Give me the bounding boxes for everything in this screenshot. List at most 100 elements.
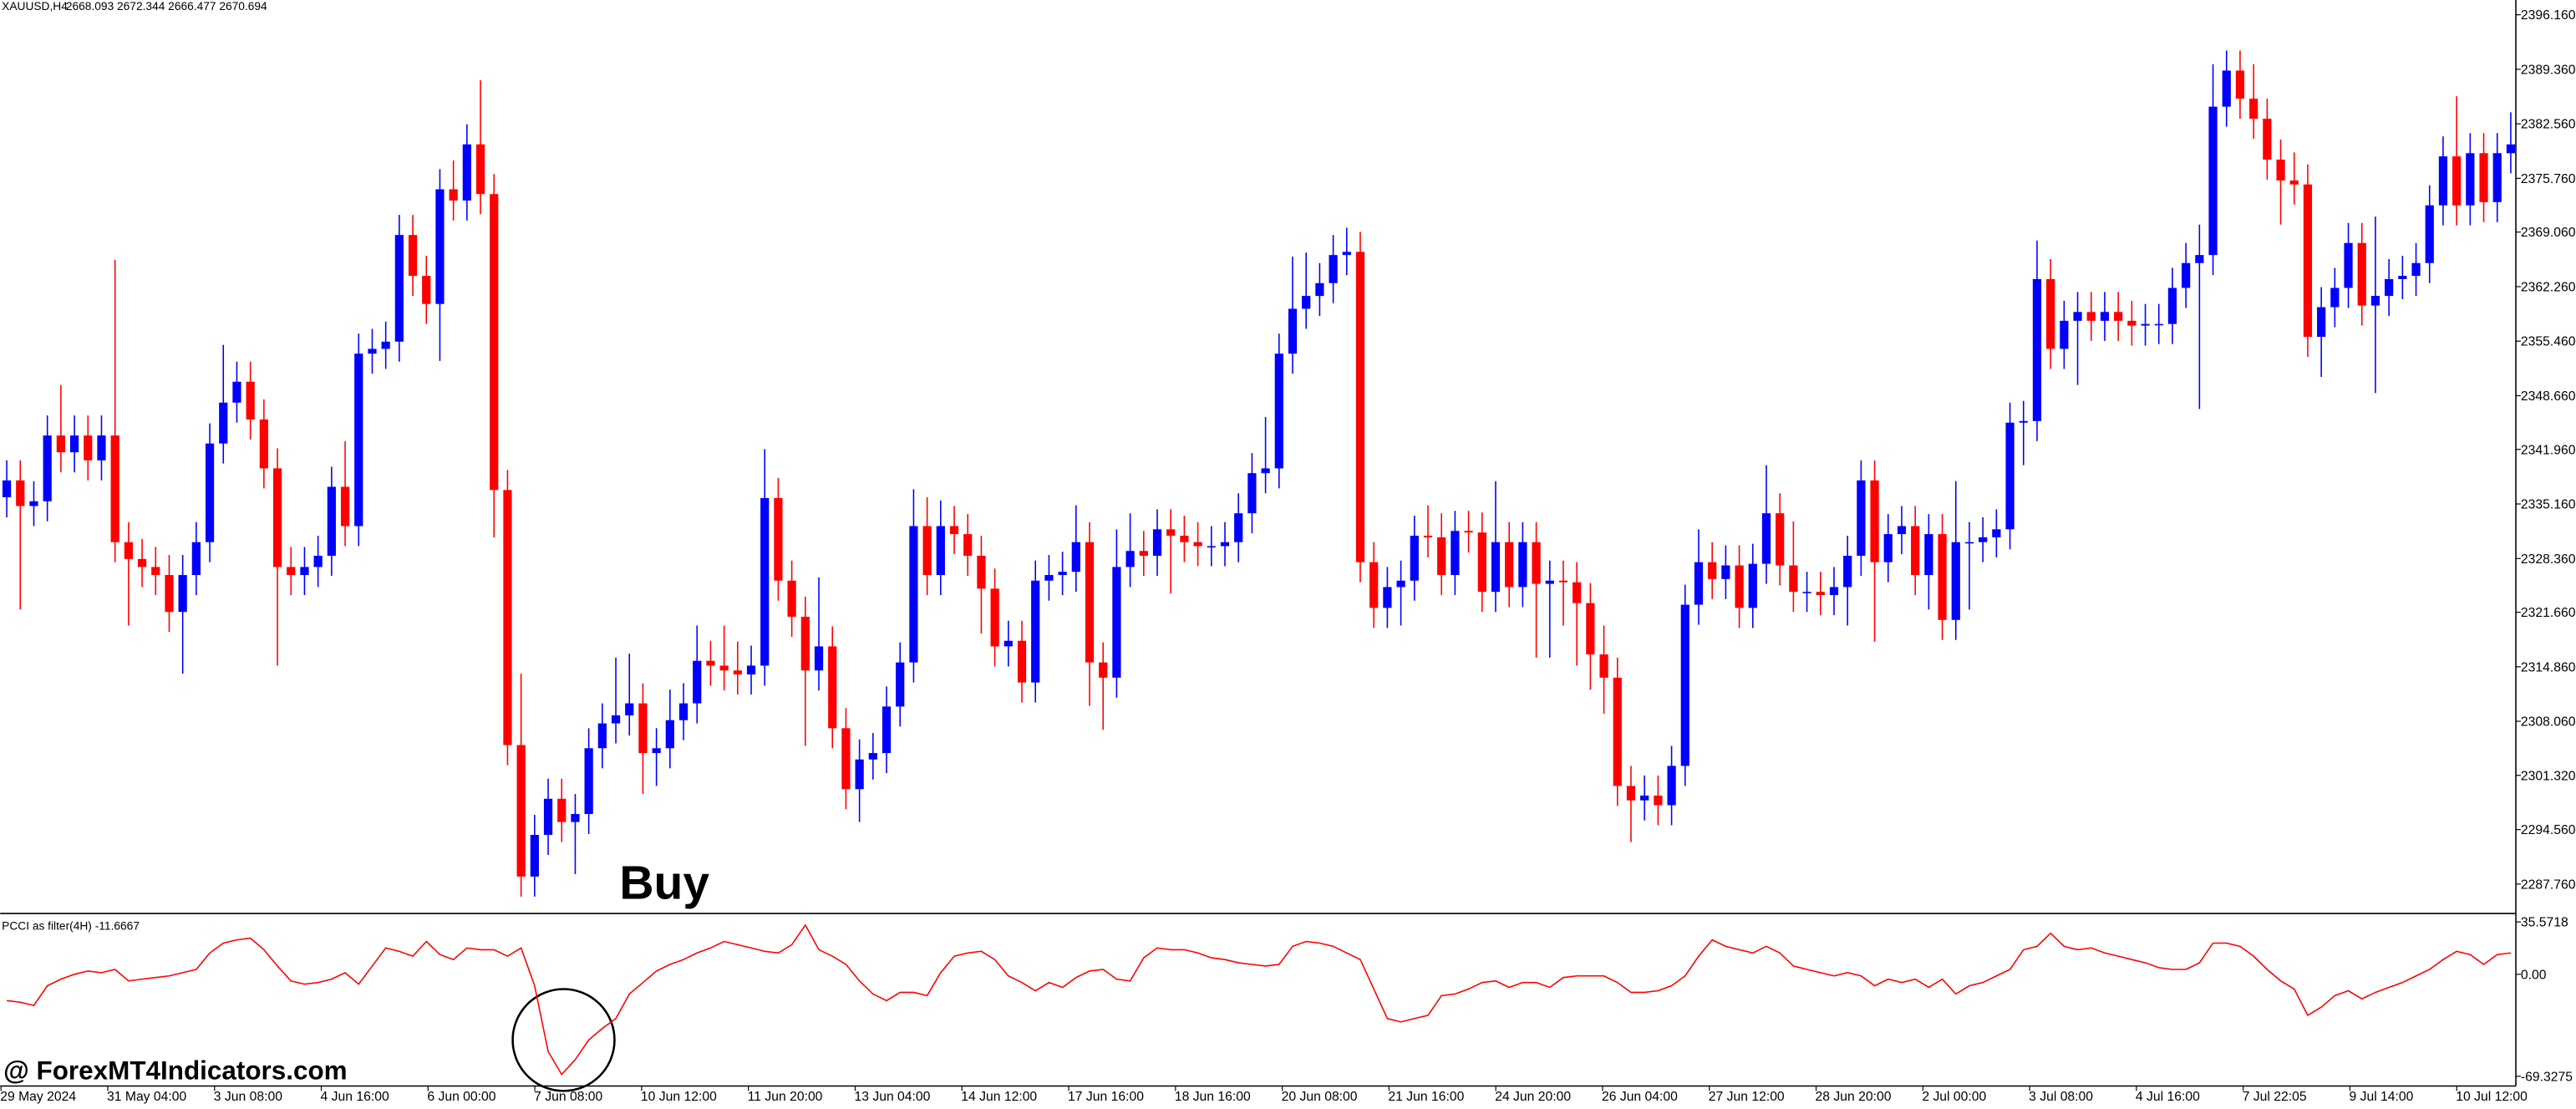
candle-body xyxy=(1843,556,1852,588)
candle-body xyxy=(2114,312,2123,321)
y-tick-label: 2294.560 xyxy=(2521,823,2576,837)
candle-body xyxy=(1748,563,1757,608)
y-tick-label: 2382.560 xyxy=(2521,118,2576,132)
y-tick-label: 2308.060 xyxy=(2521,715,2576,730)
candle-body xyxy=(2208,106,2218,256)
candle-body xyxy=(597,723,607,749)
candle-body xyxy=(1342,252,1351,256)
candle-body xyxy=(1761,513,1771,564)
candle-body xyxy=(1288,308,1298,354)
candle-body xyxy=(733,670,742,675)
candle-body xyxy=(1437,537,1446,576)
y-tick-label: 2348.660 xyxy=(2521,389,2576,404)
candle-body xyxy=(2005,422,2015,530)
candle-body xyxy=(1558,580,1568,582)
y-tick-label: 2375.760 xyxy=(2521,172,2576,186)
x-tick-label: 7 Jun 08:00 xyxy=(534,1090,602,1104)
candle-body xyxy=(2032,278,2042,421)
indicator-line xyxy=(6,923,2512,1076)
y-tick-label: 2335.160 xyxy=(2521,498,2576,512)
candle-body xyxy=(475,144,485,195)
x-tick-label: 17 Jun 16:00 xyxy=(1068,1090,1144,1104)
candle-body xyxy=(1708,562,1717,579)
candle-body xyxy=(530,834,539,877)
candle-body xyxy=(1680,604,1689,766)
candle-body xyxy=(462,144,471,201)
candle-body xyxy=(2276,159,2285,181)
candle-body xyxy=(1654,795,1663,806)
x-tick-label: 3 Jul 08:00 xyxy=(2029,1090,2093,1104)
candle-body xyxy=(1545,580,1554,584)
y-tick-label: 2369.060 xyxy=(2521,226,2576,240)
candle-body xyxy=(1829,587,1839,596)
candle-body xyxy=(1667,766,1676,806)
candle-body xyxy=(2141,323,2150,326)
candle-body xyxy=(2330,287,2340,308)
candle-body xyxy=(1383,587,1392,608)
candle-body xyxy=(259,419,268,469)
candle-body xyxy=(963,534,973,557)
candle-body xyxy=(841,728,851,790)
candle-body xyxy=(1031,580,1040,683)
candle-body xyxy=(922,526,932,576)
x-tick-label: 9 Jul 14:00 xyxy=(2349,1090,2413,1104)
candle-body xyxy=(652,748,661,754)
candle-body xyxy=(1410,536,1419,581)
candle-body xyxy=(693,660,702,704)
candle-body xyxy=(828,646,837,729)
candle-body xyxy=(272,468,282,567)
x-tick-label: 27 Jun 12:00 xyxy=(1709,1090,1785,1104)
x-tick-label: 28 Jun 20:00 xyxy=(1816,1090,1892,1104)
candle-body xyxy=(1044,575,1054,581)
x-tick-label: 29 May 2024 xyxy=(0,1090,76,1104)
candle-body xyxy=(2289,180,2299,185)
candle-body xyxy=(1423,536,1433,537)
candle-body xyxy=(1735,565,1744,608)
candle-body xyxy=(191,542,201,576)
candle-body xyxy=(394,235,404,342)
candle-body xyxy=(1776,513,1785,566)
candle-body xyxy=(1315,282,1324,297)
x-tick-label: 24 Jun 20:00 xyxy=(1495,1090,1571,1104)
candle-body xyxy=(340,486,350,527)
candle-body xyxy=(678,703,688,720)
candle-body xyxy=(1979,537,1988,542)
y-tick-label: 2314.860 xyxy=(2521,660,2576,674)
candle-body xyxy=(1911,526,1920,576)
candle-body xyxy=(1897,526,1907,535)
watermark: @ ForexMT4Indicators.com xyxy=(3,1056,347,1086)
candle-body xyxy=(571,814,580,822)
candle-body xyxy=(936,526,945,576)
y-tick-label: 2287.760 xyxy=(2521,878,2576,892)
y-tick-label: 2321.660 xyxy=(2521,606,2576,620)
candle-body xyxy=(760,497,770,666)
candle-body xyxy=(2195,255,2204,263)
y-tick-label: 2301.320 xyxy=(2521,769,2576,783)
candle-body xyxy=(638,703,648,754)
candle-body xyxy=(1599,654,1608,678)
candle-body xyxy=(800,616,810,671)
candle-body xyxy=(2019,420,2028,423)
candle-body xyxy=(327,486,336,557)
header: XAUUSD,H4 2668.093 2672.344 2666.477 267… xyxy=(2,0,267,13)
candle-body xyxy=(1870,480,1879,562)
candle-body xyxy=(1857,480,1866,557)
candle-body xyxy=(2263,119,2272,160)
marks xyxy=(2,50,2516,1076)
candle-body xyxy=(1883,534,1893,562)
candle-body xyxy=(2046,278,2055,349)
candle-body xyxy=(1586,603,1595,655)
candle-body xyxy=(110,435,119,542)
candle-body xyxy=(1789,565,1798,593)
candle-body xyxy=(2370,296,2380,306)
candle-body xyxy=(1626,786,1636,801)
candle-body xyxy=(1802,592,1811,593)
candle-body xyxy=(949,526,959,535)
candle-body xyxy=(2344,242,2353,288)
candle-body xyxy=(151,567,160,576)
candle-body xyxy=(408,235,418,277)
candle-body xyxy=(2438,156,2448,206)
candle-body xyxy=(855,759,864,790)
candle-body xyxy=(1355,252,1365,562)
candle-body xyxy=(1505,542,1514,588)
